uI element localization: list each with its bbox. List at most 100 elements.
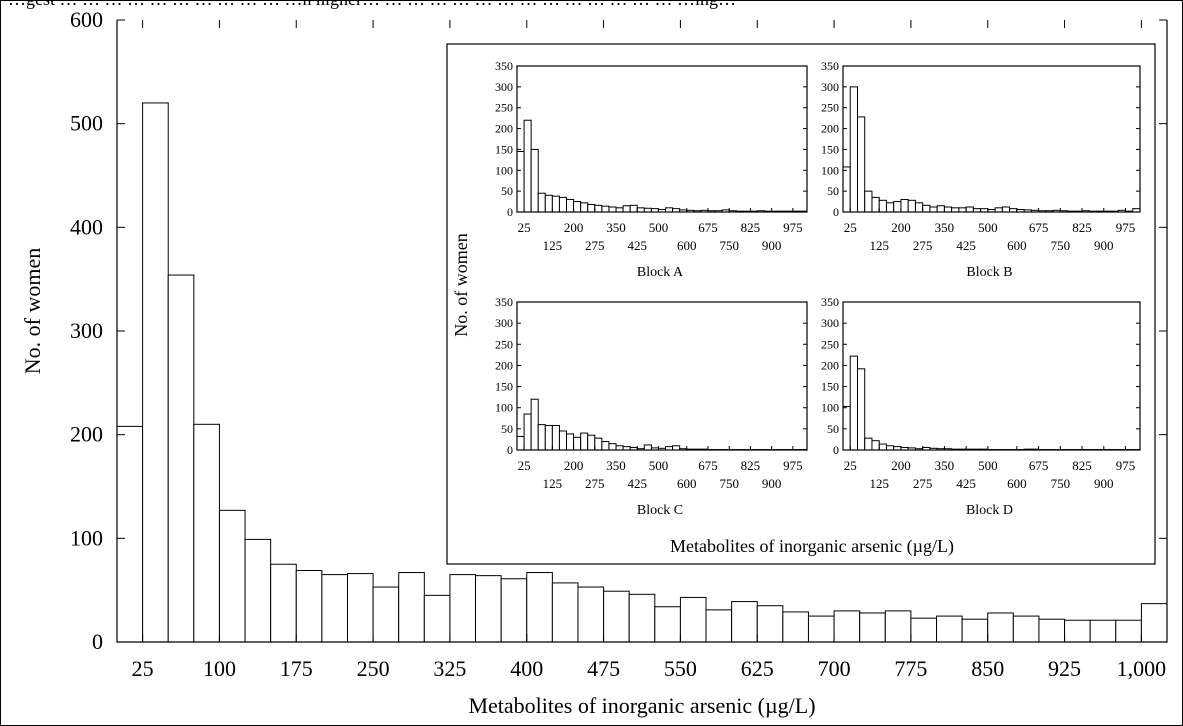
x-tick-label: 325	[433, 656, 466, 681]
inset-bar	[994, 207, 1003, 213]
inset-x-tick-label: 500	[978, 220, 998, 235]
inset-x-tick-label: 900	[1094, 238, 1114, 253]
x-tick-label: 625	[741, 656, 774, 681]
inset-y-tick-label: 0	[833, 443, 839, 457]
histogram-bar	[936, 615, 963, 643]
inset-x-tick-label: 750	[1051, 238, 1071, 253]
inset-bar	[573, 201, 582, 213]
x-tick-label: 775	[894, 656, 927, 681]
inset-bar	[566, 433, 575, 451]
y-tick-label: 300	[70, 318, 103, 343]
inset-bar	[544, 194, 553, 213]
x-tick-label: 475	[587, 656, 620, 681]
inset-y-tick-label: 350	[821, 295, 839, 309]
histogram-bar	[551, 582, 579, 643]
inset-x-tick-label: 425	[627, 476, 647, 491]
histogram-bar	[500, 578, 528, 643]
inset-bar	[587, 203, 596, 213]
inset-x-tick-label: 825	[741, 220, 761, 235]
inset-x-tick-label: 975	[783, 220, 803, 235]
inset-x-tick-label: 200	[891, 220, 911, 235]
histogram-bar	[218, 509, 246, 643]
inset-x-tick-label: 975	[783, 458, 803, 473]
inset-bar	[523, 413, 532, 451]
inset-bar	[594, 204, 603, 213]
inset-x-tick-label: 825	[1072, 458, 1092, 473]
inset-y-tick-label: 200	[495, 122, 513, 136]
y-tick-label: 500	[70, 111, 103, 136]
inset-bar	[1001, 206, 1011, 213]
inset-x-tick-label: 125	[543, 238, 563, 253]
inset-y-tick-label: 0	[507, 443, 513, 457]
inset-panel-title: Block A	[637, 265, 684, 280]
inset-y-tick-label: 350	[495, 295, 513, 309]
histogram-bar	[244, 538, 272, 643]
inset-y-tick-label: 100	[495, 401, 513, 415]
histogram-bar	[321, 574, 348, 643]
histogram-bar	[1064, 619, 1091, 643]
inset-y-tick-label: 0	[833, 205, 839, 219]
inset-x-tick-label: 25	[844, 220, 857, 235]
histogram-bar	[346, 573, 374, 643]
inset-y-tick-label: 150	[495, 142, 513, 156]
inset-y-tick-label: 300	[821, 80, 839, 94]
inset-bar	[573, 436, 582, 451]
histogram-bar	[807, 615, 835, 643]
inset-x-tick-label: 25	[518, 220, 531, 235]
inset-x-tick-label: 500	[649, 220, 669, 235]
inset-y-tick-label: 50	[501, 422, 513, 436]
histogram-bar	[603, 590, 630, 643]
inset-bar	[842, 166, 851, 213]
inset-x-tick-label: 200	[564, 220, 584, 235]
inset-y-tick-label: 300	[495, 80, 513, 94]
inset-panel-frame	[516, 301, 808, 451]
inset-x-tick-label: 750	[719, 238, 739, 253]
x-tick-label: 850	[971, 656, 1004, 681]
histogram-bar	[1038, 618, 1066, 643]
inset-bar	[929, 206, 938, 213]
inset-x-tick-label: 200	[891, 458, 911, 473]
histogram-bar	[782, 611, 809, 643]
inset-x-tick-label: 675	[1029, 220, 1049, 235]
inset-x-tick-label: 825	[1072, 220, 1092, 235]
inset-bar	[523, 119, 532, 213]
inset-bar	[885, 445, 895, 451]
inset-bar	[914, 202, 924, 213]
histogram-bar	[731, 601, 758, 643]
histogram-bar	[705, 609, 733, 643]
inset-bar	[943, 206, 953, 213]
inset-bar	[601, 205, 610, 213]
histogram-bar	[756, 605, 784, 643]
cropped-caption-text: …gest … … … … … … … … … … …n higher… … ……	[8, 0, 736, 9]
histogram-bar	[475, 575, 502, 643]
inset-bar	[878, 199, 887, 213]
inset-x-tick-label: 425	[627, 238, 647, 253]
inset-bar	[587, 434, 596, 451]
inset-bar	[537, 424, 546, 451]
inset-x-tick-label: 900	[1094, 476, 1114, 491]
histogram-bar	[987, 612, 1014, 643]
inset-y-tick-label: 200	[821, 122, 839, 136]
inset-bar	[580, 202, 589, 213]
inset-y-tick-label: 200	[495, 358, 513, 372]
inset-x-tick-label: 275	[913, 476, 933, 491]
inset-x-tick-label: 675	[1029, 458, 1049, 473]
y-axis-title: No. of women	[20, 248, 45, 374]
histogram-bar	[1140, 603, 1168, 643]
inset-bar	[907, 199, 916, 213]
inset-bar	[551, 195, 560, 213]
inset-x-tick-label: 600	[677, 238, 697, 253]
x-tick-label: 25	[132, 656, 154, 681]
inset-bar	[544, 424, 553, 451]
histogram-bar	[833, 610, 861, 643]
inset-y-tick-label: 50	[827, 422, 839, 436]
x-tick-label: 700	[818, 656, 851, 681]
inset-bar	[608, 206, 617, 213]
inset-y-tick-label: 250	[495, 101, 513, 115]
inset-bar	[864, 437, 873, 451]
histogram-bar	[449, 574, 477, 643]
histogram-bar	[884, 610, 912, 643]
inset-y-tick-label: 0	[507, 205, 513, 219]
histogram-bar	[398, 572, 425, 643]
inset-frame	[446, 43, 1156, 565]
